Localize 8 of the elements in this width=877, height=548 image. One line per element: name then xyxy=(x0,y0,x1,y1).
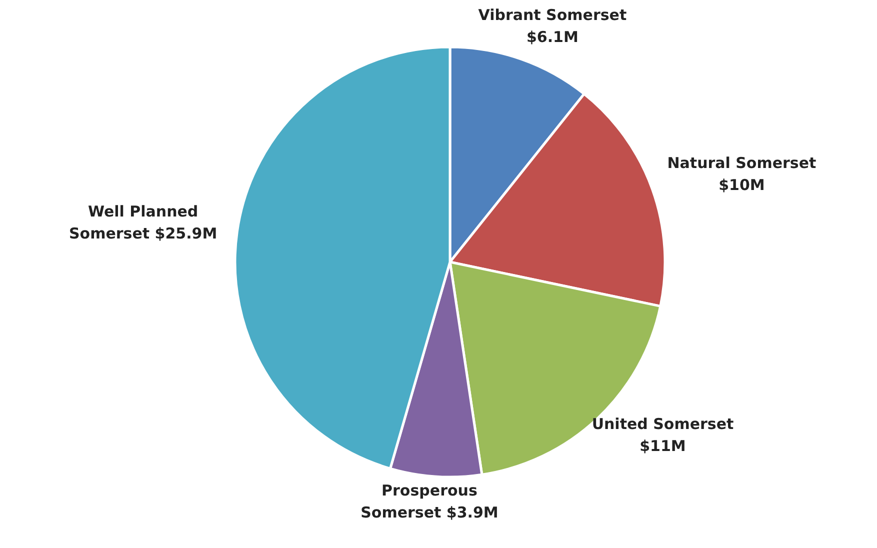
data-label: $10M xyxy=(718,176,765,194)
data-label: $11M xyxy=(640,437,686,456)
slice-label: United Somerset xyxy=(592,415,734,434)
slice-label: Well Planned Somerset $25.9M xyxy=(68,202,218,243)
slice-label: Prosperous Somerset $3.9M xyxy=(360,481,498,522)
slice-label: Natural Somerset xyxy=(667,154,816,172)
slice-label: Vibrant Somerset xyxy=(478,6,627,24)
data-label: $6.1M xyxy=(526,28,578,46)
